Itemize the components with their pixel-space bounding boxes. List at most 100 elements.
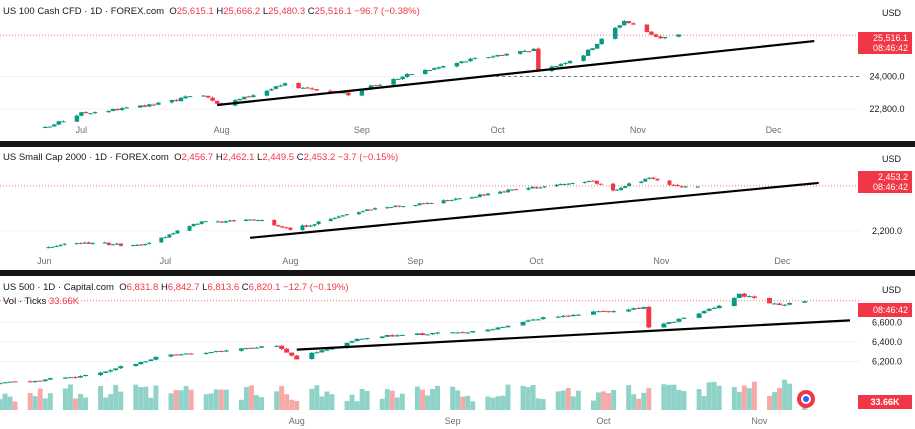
candle-body — [56, 121, 62, 125]
nasdaq-legend: US 100 Cash CFD · 1D · FOREX.com O25,615… — [3, 6, 420, 17]
candle-body — [296, 82, 301, 89]
candle-body — [288, 227, 293, 230]
candle-body — [178, 354, 184, 356]
candle-body — [359, 338, 365, 340]
volume-bar — [782, 379, 788, 410]
candle-body — [802, 301, 808, 303]
legend-open: 2,456.7 — [181, 152, 214, 163]
legend-close: 6,820.1 — [248, 282, 281, 293]
candle-body — [555, 316, 561, 318]
candle-body — [319, 350, 325, 353]
spx-chart[interactable]: 6,600.0 6,400.0 6,200.0 Aug Sep Oct Nov — [0, 276, 915, 429]
x-tick-label: Nov — [630, 125, 647, 135]
candle-body — [0, 383, 3, 385]
candle-body — [667, 180, 672, 185]
candle-body — [92, 112, 98, 114]
pane-separator[interactable] — [0, 270, 915, 276]
volume-bar — [701, 396, 707, 410]
bar-countdown: 08:46:42 — [872, 43, 908, 53]
candle-body — [7, 381, 13, 383]
candle-body — [651, 177, 656, 179]
y-tick-label: 24,000.0 — [869, 71, 904, 81]
candle-body — [596, 311, 601, 313]
candle-body — [459, 61, 464, 63]
candle-body — [294, 355, 300, 360]
candle-body — [328, 90, 333, 92]
candle-body — [404, 74, 410, 77]
candle-body — [153, 356, 159, 360]
candle-body — [666, 322, 672, 324]
currency-label[interactable]: USD — [881, 285, 901, 295]
candle-body — [360, 211, 365, 213]
volume-bar — [218, 389, 224, 410]
candle-body — [445, 200, 450, 202]
russell-pane[interactable]: 2,200.0 Jun Jul Aug Sep Oct Nov Dec US Small Ca… — [0, 147, 915, 270]
candle-body — [460, 332, 466, 334]
volume-bar — [108, 394, 114, 410]
nasdaq-chart[interactable]: 24,000.0 22,800.0 Jul Aug Sep Oct Nov Dec — [0, 0, 915, 141]
spx-pane[interactable]: 6,600.0 6,400.0 6,200.0 Aug Sep Oct Nov US 500… — [0, 276, 915, 429]
candle-body — [289, 352, 295, 356]
candle-body — [441, 200, 446, 204]
trendline[interactable] — [296, 319, 851, 351]
candle-body — [138, 361, 144, 365]
trendline[interactable] — [217, 39, 815, 107]
us-flag-icon[interactable] — [797, 390, 815, 408]
nasdaq-pane[interactable]: 24,000.0 22,800.0 Jul Aug Sep Oct Nov Dec US 10… — [0, 0, 915, 141]
volume-label: Vol · Ticks — [3, 296, 47, 307]
candle-body — [542, 186, 547, 188]
candle-body — [135, 244, 140, 246]
candle-body — [502, 191, 507, 193]
volume-bar — [354, 401, 360, 410]
x-tick-label: Jul — [160, 256, 172, 266]
candle-body — [67, 377, 73, 379]
candle-body — [575, 314, 581, 316]
volume-bar — [555, 391, 561, 410]
countdown-tag: 08:46:42 — [858, 303, 912, 317]
candle-body — [554, 65, 559, 67]
volume-bar — [98, 386, 104, 410]
candle-body — [284, 227, 289, 229]
candle-body — [782, 304, 788, 306]
volume-bar — [188, 389, 194, 410]
candle-body — [148, 359, 154, 362]
candle-body — [106, 242, 111, 246]
candle-body — [280, 226, 285, 228]
candle-body — [119, 243, 123, 246]
candle-body — [159, 237, 164, 243]
candle-body — [208, 351, 214, 353]
candle-body — [151, 104, 157, 106]
volume-bar — [641, 392, 647, 410]
candle-body — [223, 350, 229, 352]
currency-label[interactable]: USD — [881, 8, 901, 18]
candle-body — [309, 352, 315, 360]
volume-bar — [364, 390, 370, 410]
volume-bar — [450, 386, 456, 410]
candle-body — [227, 220, 232, 222]
volume-bar — [294, 400, 300, 410]
candle-body — [611, 311, 617, 313]
russell-chart[interactable]: 2,200.0 Jun Jul Aug Sep Oct Nov Dec — [0, 147, 915, 270]
candle-body — [486, 193, 490, 196]
candle-body — [554, 184, 559, 187]
candle-body — [676, 34, 681, 37]
candle-body — [328, 218, 333, 222]
candle-body — [223, 221, 228, 223]
candle-body — [377, 84, 383, 86]
candle-body — [649, 31, 654, 35]
candle-body — [256, 220, 261, 222]
candle-body — [365, 209, 369, 211]
volume-bar — [414, 386, 420, 410]
pane-separator[interactable] — [0, 141, 915, 147]
volume-bar — [787, 383, 793, 410]
candle-body — [344, 342, 350, 348]
candle-body — [2, 382, 8, 384]
candle-body — [260, 220, 265, 222]
candle-body — [414, 333, 420, 335]
currency-label[interactable]: USD — [881, 154, 901, 164]
trendline[interactable] — [249, 181, 819, 239]
volume-bar — [575, 390, 581, 410]
candle-body — [324, 349, 330, 351]
volume-bar — [62, 388, 68, 410]
volume-bar — [596, 392, 601, 410]
